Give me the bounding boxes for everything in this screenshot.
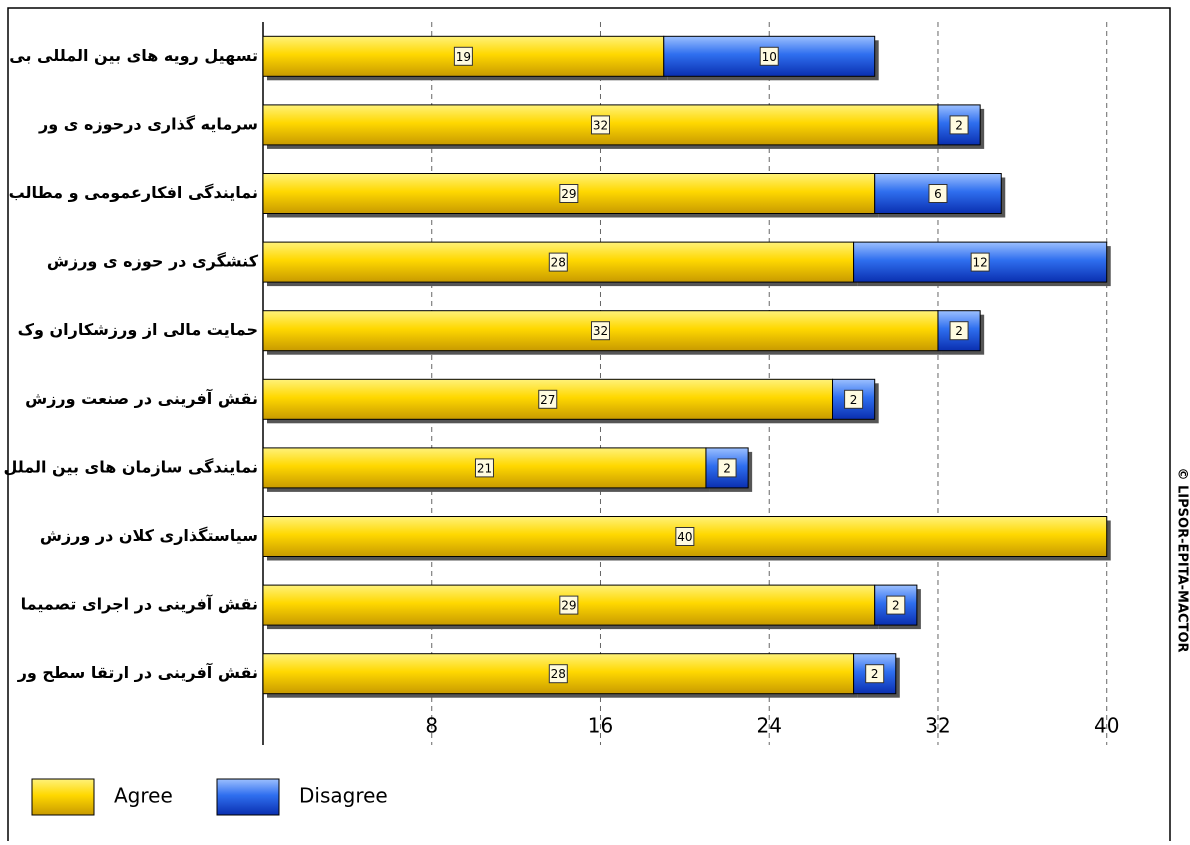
watermark: © LIPSOR-EPITA-MACTOR (1175, 467, 1190, 652)
y-tick-label: نمایندگی افکارعمومی و مطالب (9, 183, 258, 202)
value-label: 10 (762, 50, 777, 64)
value-label: 32 (593, 324, 608, 338)
value-label: 28 (551, 256, 566, 270)
value-label: 40 (677, 530, 692, 544)
y-tick-label: سیاستگذاری کلان در ورزش (40, 526, 258, 545)
value-label: 29 (561, 599, 576, 613)
value-label: 29 (561, 187, 576, 201)
value-label: 27 (540, 393, 555, 407)
x-tick-label: 8 (425, 714, 438, 738)
value-label: 2 (850, 393, 858, 407)
x-tick-label: 32 (925, 714, 950, 738)
value-label: 2 (892, 599, 900, 613)
value-label: 19 (456, 50, 471, 64)
value-label: 2 (723, 461, 731, 475)
legend-label: Disagree (299, 784, 388, 808)
x-tick-label: 40 (1094, 714, 1119, 738)
y-tick-label: کنشگری در حوزه ی ورزش (47, 252, 259, 271)
x-tick-label: 24 (757, 714, 782, 738)
value-label: 2 (955, 324, 963, 338)
y-tick-label: سرمایه گذاری درحوزه ی ور (38, 114, 258, 133)
value-label: 6 (934, 187, 942, 201)
value-label: 2 (955, 118, 963, 132)
legend-swatch (217, 779, 279, 815)
y-tick-label: نقش آفرینی در اجرای تصمیما (21, 594, 258, 614)
y-tick-label: نقش آفرینی در صنعت ورزش (25, 388, 258, 408)
value-label: 21 (477, 461, 492, 475)
value-label: 12 (973, 256, 988, 270)
x-tick-label: 16 (588, 714, 613, 738)
y-tick-label: نقش آفرینی در ارتقا سطح ور (17, 662, 258, 682)
y-tick-label: نمایندگی سازمان های بین الملل (3, 457, 258, 476)
legend-label: Agree (114, 784, 173, 808)
chart: © LIPSOR-EPITA-MACTOR 8 16 24 32 40 تسهیل روی… (0, 0, 1190, 841)
value-label: 28 (551, 667, 566, 681)
y-tick-label: حمایت مالی از ورزشکاران وک (18, 320, 258, 339)
legend-swatch (32, 779, 94, 815)
value-label: 2 (871, 667, 879, 681)
value-label: 32 (593, 118, 608, 132)
y-tick-label: تسهیل رویه های بین المللی بی (9, 46, 258, 65)
